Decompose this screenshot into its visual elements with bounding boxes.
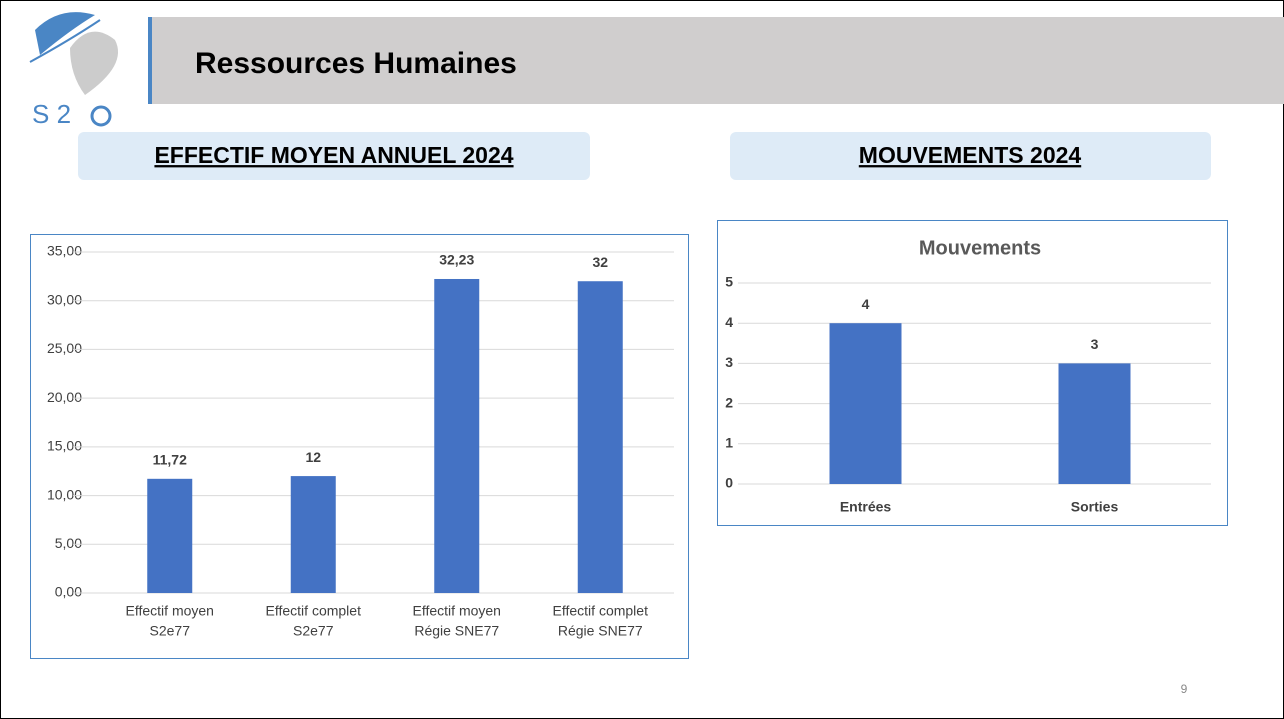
x-tick-label: Sorties xyxy=(1071,499,1119,515)
header-title: Ressources Humaines xyxy=(195,47,517,80)
y-tick-label: 0 xyxy=(725,475,733,491)
y-tick-label: 5,00 xyxy=(55,535,82,551)
x-tick-label: Régie SNE77 xyxy=(558,623,643,639)
data-label: 3 xyxy=(1091,336,1099,352)
logo-wave xyxy=(35,12,95,55)
x-tick-label: Régie SNE77 xyxy=(414,623,499,639)
y-tick-label: 2 xyxy=(725,394,733,410)
page-number: 9 xyxy=(1181,682,1188,696)
bar xyxy=(147,478,193,593)
y-tick-label: 20,00 xyxy=(47,389,82,405)
logo: S 2 xyxy=(29,12,119,129)
y-tick-label: 15,00 xyxy=(47,438,82,454)
y-tick-label: 35,00 xyxy=(47,243,82,259)
x-tick-label: Effectif complet xyxy=(553,603,649,619)
bar xyxy=(829,323,902,484)
logo-line xyxy=(29,19,101,63)
y-tick-label: 25,00 xyxy=(47,340,82,356)
logo-e xyxy=(90,105,112,127)
section-title: MOUVEMENTS 2024 xyxy=(859,142,1082,168)
y-tick-label: 1 xyxy=(725,435,733,451)
y-tick-label: 3 xyxy=(725,354,733,370)
section-box xyxy=(730,132,1211,180)
x-tick-label: S2e77 xyxy=(150,623,191,639)
y-tick-label: 0,00 xyxy=(55,584,82,600)
section-title: EFFECTIF MOYEN ANNUEL 2024 xyxy=(154,142,513,168)
bar xyxy=(1058,363,1131,484)
header-bar xyxy=(150,17,1284,104)
bar xyxy=(434,278,480,593)
y-tick-label: 4 xyxy=(725,314,733,330)
x-tick-label: S2e77 xyxy=(293,623,334,639)
y-tick-label: 10,00 xyxy=(47,486,82,502)
x-tick-label: Effectif complet xyxy=(266,603,362,619)
chart-title: Mouvements xyxy=(919,237,1041,259)
bar xyxy=(290,476,336,593)
bar xyxy=(577,281,623,593)
x-tick-label: Entrées xyxy=(840,499,892,515)
x-tick-label: Effectif moyen xyxy=(126,603,214,619)
logo-text: S 2 xyxy=(32,99,71,129)
data-label: 32 xyxy=(592,254,608,270)
logo-heart xyxy=(70,31,119,95)
y-tick-label: 30,00 xyxy=(47,291,82,307)
data-label: 32,23 xyxy=(439,252,474,268)
header-accent xyxy=(148,17,152,104)
section-box xyxy=(78,132,590,180)
y-tick-label: 5 xyxy=(725,274,733,290)
x-tick-label: Effectif moyen xyxy=(413,603,501,619)
chart-frame xyxy=(717,220,1228,526)
data-label: 12 xyxy=(305,449,321,465)
data-label: 11,72 xyxy=(153,452,187,468)
data-label: 4 xyxy=(862,296,870,312)
